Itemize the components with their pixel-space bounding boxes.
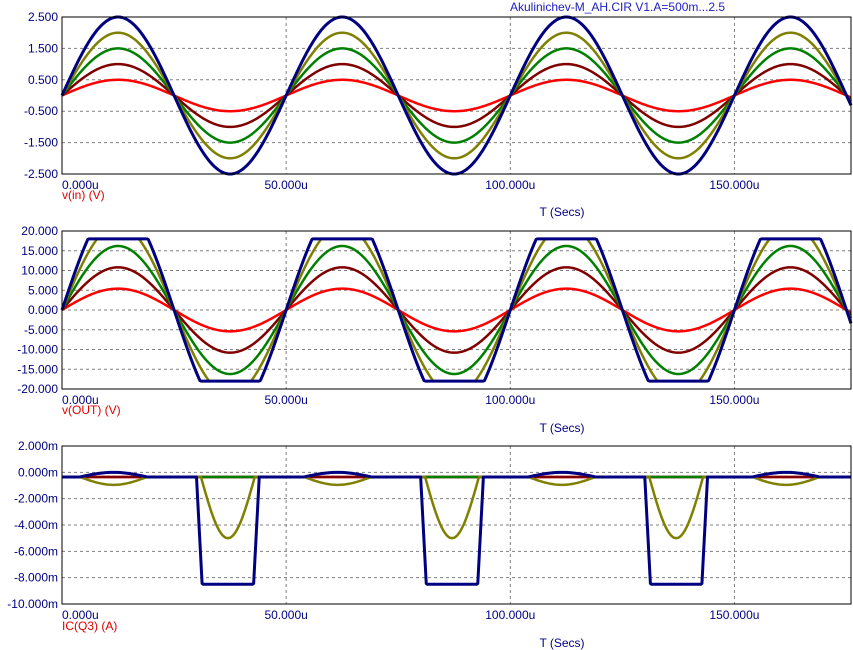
y-tick-label: 15.000 (21, 244, 58, 258)
series-line-1 (61, 78, 852, 113)
x-tick-label: 50.000u (264, 393, 307, 407)
y-tick-label: 10.000 (21, 264, 58, 278)
y-tick-label: -10.000 (17, 343, 58, 357)
series-line-5 (61, 470, 852, 586)
y-tick-label: 0.500 (28, 73, 58, 87)
series-line-2 (61, 266, 852, 354)
y-axis-label: IC(Q3) (A) (62, 619, 117, 633)
y-tick-label: -2.000m (14, 492, 58, 506)
x-axis-label: T (Secs) (539, 636, 584, 650)
icq3-plot-panel: 2.000m 0.000m -2.000m -4.000m -6.000m -8.000m… (7, 439, 852, 650)
x-tick-label: 100.000u (485, 178, 535, 192)
y-tick-label: 2.500 (28, 10, 58, 24)
x-tick-label: 150.000u (709, 393, 759, 407)
y-tick-label: 5.000 (28, 283, 58, 297)
series-line-4 (61, 475, 852, 540)
y-tick-label: 0.000 (28, 303, 58, 317)
y-tick-label: -15.000 (17, 362, 58, 376)
y-axis-label: v(in) (V) (62, 188, 105, 202)
y-tick-label: -1.500 (24, 136, 58, 150)
y-tick-label: 1.500 (28, 41, 58, 55)
y-tick-label: -2.500 (24, 167, 58, 181)
y-tick-label: 20.000 (21, 224, 58, 238)
y-tick-label: -0.500 (24, 104, 58, 118)
x-tick-label: 100.000u (485, 608, 535, 622)
x-tick-label: 150.000u (709, 178, 759, 192)
series-line-2 (61, 62, 852, 129)
y-tick-label: 0.000m (18, 465, 58, 479)
x-tick-label: 150.000u (709, 608, 759, 622)
x-axis-label: T (Secs) (539, 421, 584, 435)
plot-frame (61, 16, 852, 175)
y-tick-label: -20.000 (17, 382, 58, 396)
plot-frame (61, 445, 852, 605)
y-tick-label: -6.000m (14, 544, 58, 558)
series-line-5 (60, 237, 853, 383)
vin-plot-panel: 2.500 1.500 0.500 -0.500 -1.500 -2.500 0.000u 5… (24, 10, 853, 219)
chart-title: Akulinichev-M_AH.CIR V1.A=500m...2.5 (510, 0, 726, 14)
plot-frame (61, 230, 852, 390)
y-tick-label: -4.000m (14, 518, 58, 532)
x-tick-label: 100.000u (485, 393, 535, 407)
y-tick-label: 2.000m (18, 439, 58, 453)
series-line-1 (61, 287, 852, 333)
x-axis-label: T (Secs) (539, 205, 584, 219)
y-axis-label: v(OUT) (V) (62, 403, 121, 417)
x-tick-label: 0.000u (62, 178, 99, 192)
x-tick-label: 50.000u (264, 178, 307, 192)
y-tick-label: -8.000m (14, 571, 58, 585)
vout-plot-panel: 20.000 15.000 10.000 5.000 0.000 -5.000 -10.00… (17, 224, 853, 435)
x-tick-label: 50.000u (264, 608, 307, 622)
x-tick-label: 0.000u (62, 393, 99, 407)
y-tick-label: -10.000m (7, 597, 58, 611)
x-tick-label: 0.000u (62, 608, 99, 622)
series-line-3 (61, 47, 852, 144)
series-line-3 (60, 244, 853, 376)
y-tick-label: -5.000 (24, 323, 58, 337)
series-line-4 (60, 31, 853, 160)
